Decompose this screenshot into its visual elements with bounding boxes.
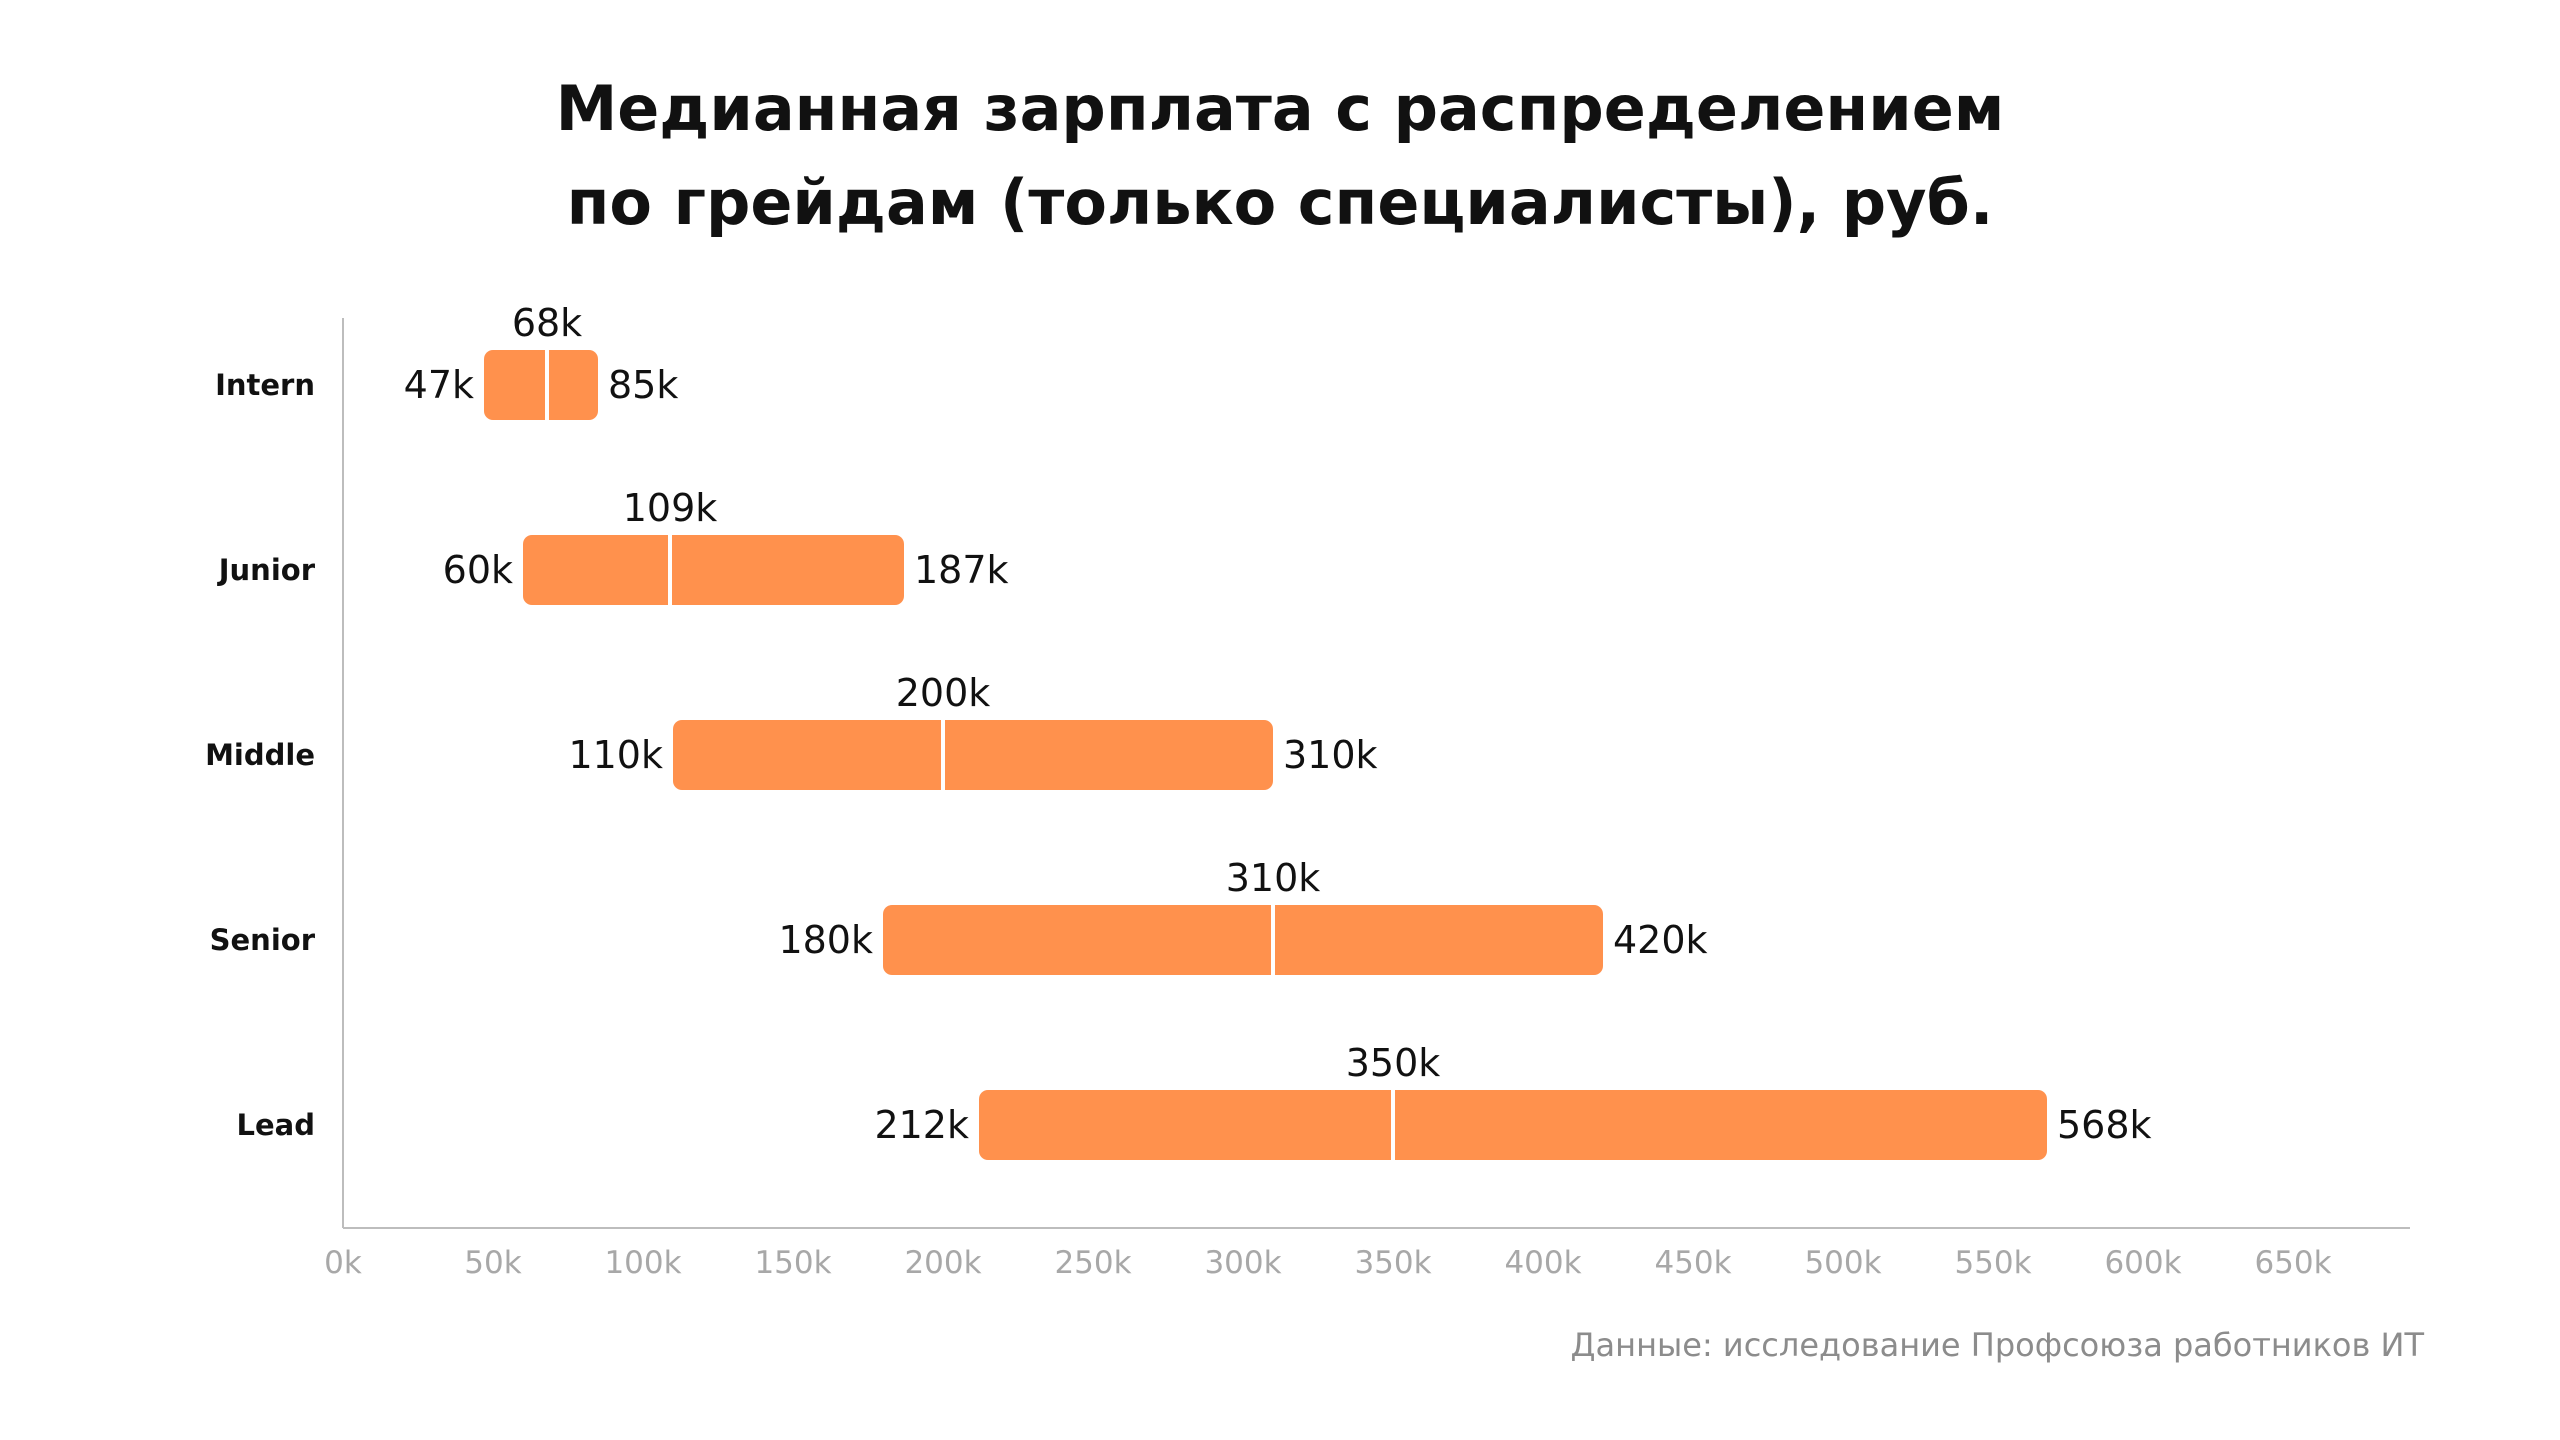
range-bar (979, 1090, 2047, 1160)
x-tick-label: 0k (324, 1245, 362, 1281)
category-label: Lead (237, 1108, 315, 1142)
x-tick-label: 300k (1204, 1245, 1281, 1281)
axes: 0k 50k 100k 150k 200k 250k 300k 350k 400k 450k 500… (324, 318, 2410, 1281)
min-value-label: 60k (443, 548, 513, 592)
category-label: Junior (217, 553, 316, 587)
x-tick-label: 150k (754, 1245, 831, 1281)
max-value-label: 568k (2057, 1103, 2152, 1147)
x-tick-label: 400k (1504, 1245, 1581, 1281)
min-value-label: 212k (874, 1103, 969, 1147)
x-tick-label: 250k (1054, 1245, 1131, 1281)
range-bar (523, 535, 904, 605)
chart-title: Медианная зарплата с распределением по г… (0, 62, 2560, 250)
category-label: Intern (215, 368, 315, 402)
x-tick-label: 550k (1954, 1245, 2031, 1281)
min-value-label: 47k (404, 363, 474, 407)
max-value-label: 187k (914, 548, 1009, 592)
x-tick-label: 350k (1354, 1245, 1431, 1281)
min-value-label: 110k (568, 733, 663, 777)
x-tick-label: 50k (464, 1245, 521, 1281)
range-bar (883, 905, 1603, 975)
range-bar (484, 350, 598, 420)
range-bar (673, 720, 1273, 790)
category-label: Middle (205, 738, 315, 772)
median-value-label: 350k (1346, 1041, 1441, 1085)
median-value-label: 109k (623, 486, 718, 530)
labels: Intern 47k 85k 68k Junior 60k 187k 109k Middle 11… (205, 301, 2151, 1147)
x-tick-label: 100k (604, 1245, 681, 1281)
category-label: Senior (210, 923, 316, 957)
median-value-label: 310k (1226, 856, 1321, 900)
median-value-label: 68k (512, 301, 582, 345)
x-tick-label: 600k (2104, 1245, 2181, 1281)
min-value-label: 180k (778, 918, 873, 962)
median-value-label: 200k (896, 671, 991, 715)
bars (484, 350, 2047, 1160)
chart-title-line-1: Медианная зарплата с распределением (555, 72, 2005, 145)
x-tick-label: 500k (1804, 1245, 1881, 1281)
max-value-label: 310k (1283, 733, 1378, 777)
x-tick-label: 200k (904, 1245, 981, 1281)
x-tick-label: 650k (2254, 1245, 2331, 1281)
max-value-label: 420k (1613, 918, 1708, 962)
max-value-label: 85k (608, 363, 678, 407)
x-tick-label: 450k (1654, 1245, 1731, 1281)
chart-title-line-2: по грейдам (только специалисты), руб. (566, 166, 1994, 239)
source-note: Данные: исследование Профсоюза работнико… (1570, 1326, 2424, 1364)
